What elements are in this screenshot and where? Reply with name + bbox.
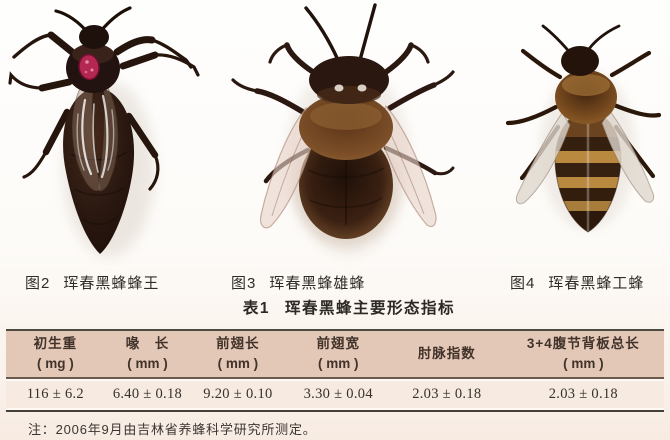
table-cell: 3.30 ± 0.04: [303, 386, 373, 402]
table-note: 注：2006年9月由吉林省养蜂科学研究所测定。: [28, 422, 317, 437]
worker-bee-photo: [505, 24, 662, 233]
figure4-label: 图4: [510, 274, 536, 292]
figure3-title: 珲春黑蜂雄蜂: [269, 274, 366, 292]
queen-folded-wings: [71, 85, 119, 192]
table-cell: 2.03 ± 0.18: [412, 386, 482, 402]
drone-bee-photo: [231, 3, 455, 255]
table-cell: 2.03 ± 0.18: [548, 386, 618, 402]
table-mid-rule: [6, 377, 664, 379]
figure3-label: 图3: [231, 274, 257, 292]
figure2-caption: 图2 珲春黑蜂蜂王: [25, 272, 159, 292]
figure2-title: 珲春黑蜂蜂王: [63, 274, 160, 292]
morphology-table: 初生重 ( mg ) 喙 长 ( mm ) 前翅长 ( mm ) 前翅宽 ( m…: [6, 329, 664, 412]
queen-red-mark: [78, 53, 100, 81]
worker-head: [561, 46, 599, 76]
queen-head: [79, 25, 109, 49]
column-header-forewing-width: 前翅宽 ( mm ): [316, 336, 360, 371]
table-top-rule: [6, 329, 664, 331]
drone-eye-glint: [334, 84, 344, 92]
queen-bee-photo: [8, 6, 200, 257]
column-header-cubital-index: 肘脉指数: [417, 346, 476, 362]
drone-thorax: [299, 94, 393, 160]
table-header-row: 初生重 ( mg ) 喙 长 ( mm ) 前翅长 ( mm ) 前翅宽 ( m…: [6, 331, 664, 377]
queen-legs: [8, 31, 200, 191]
column-header-proboscis-length: 喙 长 ( mm ): [125, 336, 170, 371]
table-bottom-rule: [6, 410, 664, 412]
table-cell: 9.20 ± 0.10: [203, 386, 273, 402]
figure2-label: 图2: [25, 274, 51, 292]
table-cell: 116 ± 6.2: [26, 386, 84, 402]
column-header-forewing-length: 前翅长 ( mm ): [216, 336, 260, 371]
table-data-row: 116 ± 6.2 6.40 ± 0.18 9.20 ± 0.10 3.30 ±…: [6, 381, 664, 408]
figure3-caption: 图3 珲春黑蜂雄蜂: [231, 272, 365, 292]
column-header-tergite-length: 3+4腹节背板总长 ( mm ): [526, 336, 640, 371]
worker-thorax: [555, 70, 617, 124]
drone-antennae: [304, 3, 377, 62]
figure4-caption: 图4 珲春黑蜂工蜂: [510, 272, 644, 292]
table-title-label: 表1: [242, 300, 271, 317]
drone-head: [309, 56, 389, 104]
column-header-birth-weight: 初生重 ( mg ): [33, 336, 78, 371]
table-cell: 6.40 ± 0.18: [112, 386, 183, 402]
table-title-text: 珲春黑蜂主要形态指标: [285, 300, 456, 317]
table-title: 表1 珲春黑蜂主要形态指标: [0, 296, 670, 318]
drone-eye-glint: [357, 84, 367, 92]
figure4-title: 珲春黑蜂工蜂: [548, 274, 645, 292]
worker-wings: [515, 110, 655, 205]
